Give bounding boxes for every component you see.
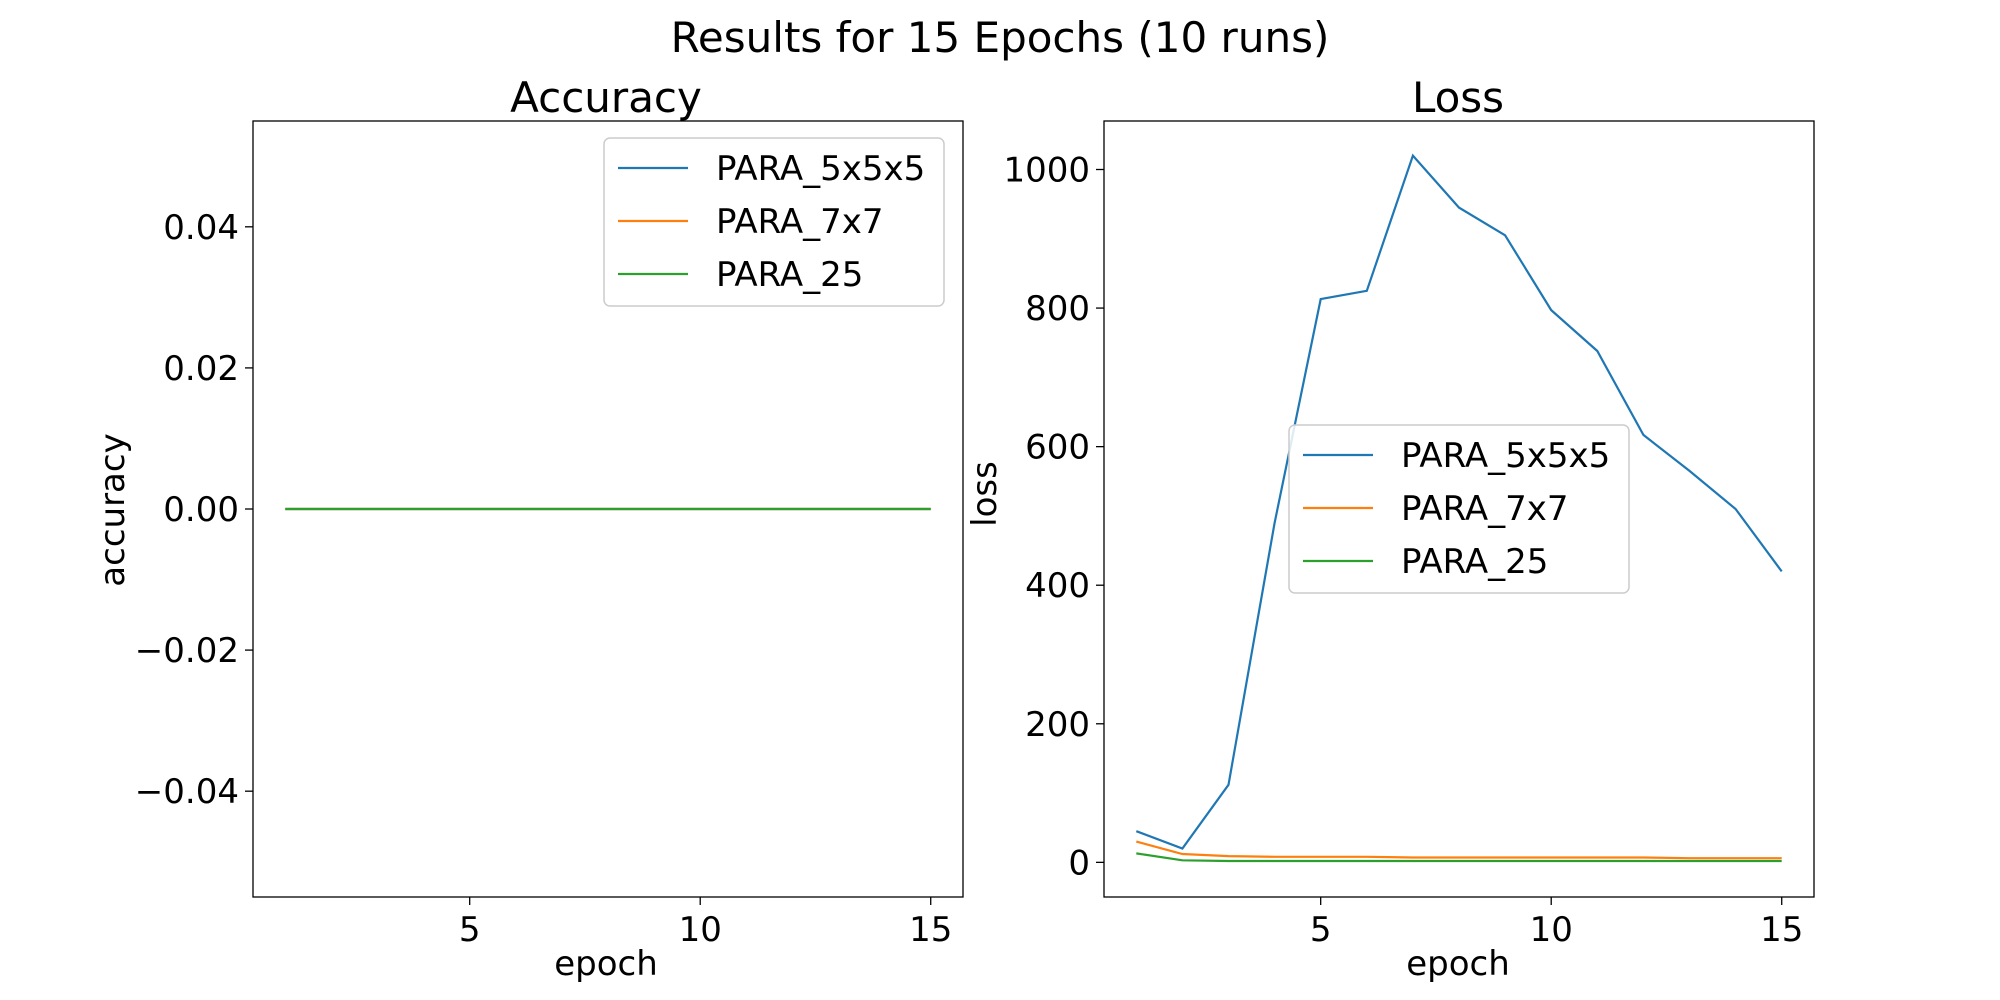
accuracy-y-tick-label: −0.04 (135, 772, 239, 812)
loss-y-tick-label: 400 (1025, 566, 1090, 606)
loss-legend-box (1288, 424, 1630, 594)
loss-y-tick-label: 800 (1025, 289, 1090, 329)
loss-x-tick-label: 15 (1760, 910, 1803, 950)
loss-series-line-1 (1135, 153, 1783, 850)
loss-legend-label-3: PARA_25 (1401, 542, 1548, 582)
loss-x-axis-label: epoch (1406, 944, 1510, 984)
accuracy-x-tick-label: 15 (909, 910, 952, 950)
accuracy-x-tick-label: 5 (459, 910, 481, 950)
accuracy-legend: PARA_5x5x5 PARA_7x7 PARA_25 (603, 137, 945, 307)
accuracy-legend-label-2: PARA_7x7 (716, 202, 883, 242)
loss-chart-title: Loss (1412, 73, 1504, 122)
loss-y-axis-label: loss (965, 461, 1005, 527)
accuracy-y-axis-label: accuracy (93, 433, 133, 586)
accuracy-legend-label-1: PARA_5x5x5 (716, 149, 925, 189)
loss-y-tick-label: 0 (1068, 843, 1090, 883)
accuracy-legend-box (603, 137, 945, 307)
loss-series-line-3 (1136, 852, 1782, 863)
accuracy-x-axis-label: epoch (554, 944, 658, 984)
accuracy-chart: Accuracy epoch accuracy 5 10 15 −0.04 −0.02 0… (93, 73, 964, 984)
loss-chart: Loss epoch loss 5 10 15 0 200 400 600 800 1000 PA… (965, 73, 1815, 984)
accuracy-y-tick-label: 0.02 (163, 349, 239, 389)
figure-title: Results for 15 Epochs (10 runs) (671, 13, 1330, 62)
accuracy-y-tick-label: −0.02 (135, 631, 239, 671)
accuracy-legend-label-3: PARA_25 (716, 255, 863, 295)
loss-x-tick-label: 10 (1530, 910, 1573, 950)
accuracy-y-tick-label: 0.04 (163, 208, 239, 248)
loss-legend: PARA_5x5x5 PARA_7x7 PARA_25 (1288, 424, 1630, 594)
accuracy-x-tick-label: 10 (679, 910, 722, 950)
loss-legend-label-2: PARA_7x7 (1401, 489, 1568, 529)
loss-y-tick-label: 600 (1025, 428, 1090, 468)
accuracy-chart-title: Accuracy (510, 73, 702, 122)
loss-plot-frame (1103, 120, 1815, 898)
loss-x-tick-label: 5 (1310, 910, 1332, 950)
loss-y-tick-label: 200 (1025, 705, 1090, 745)
accuracy-y-tick-label: 0.00 (163, 490, 239, 530)
loss-series-line-2 (1136, 840, 1782, 860)
loss-y-tick-label: 1000 (1003, 151, 1090, 191)
loss-legend-label-1: PARA_5x5x5 (1401, 436, 1610, 476)
